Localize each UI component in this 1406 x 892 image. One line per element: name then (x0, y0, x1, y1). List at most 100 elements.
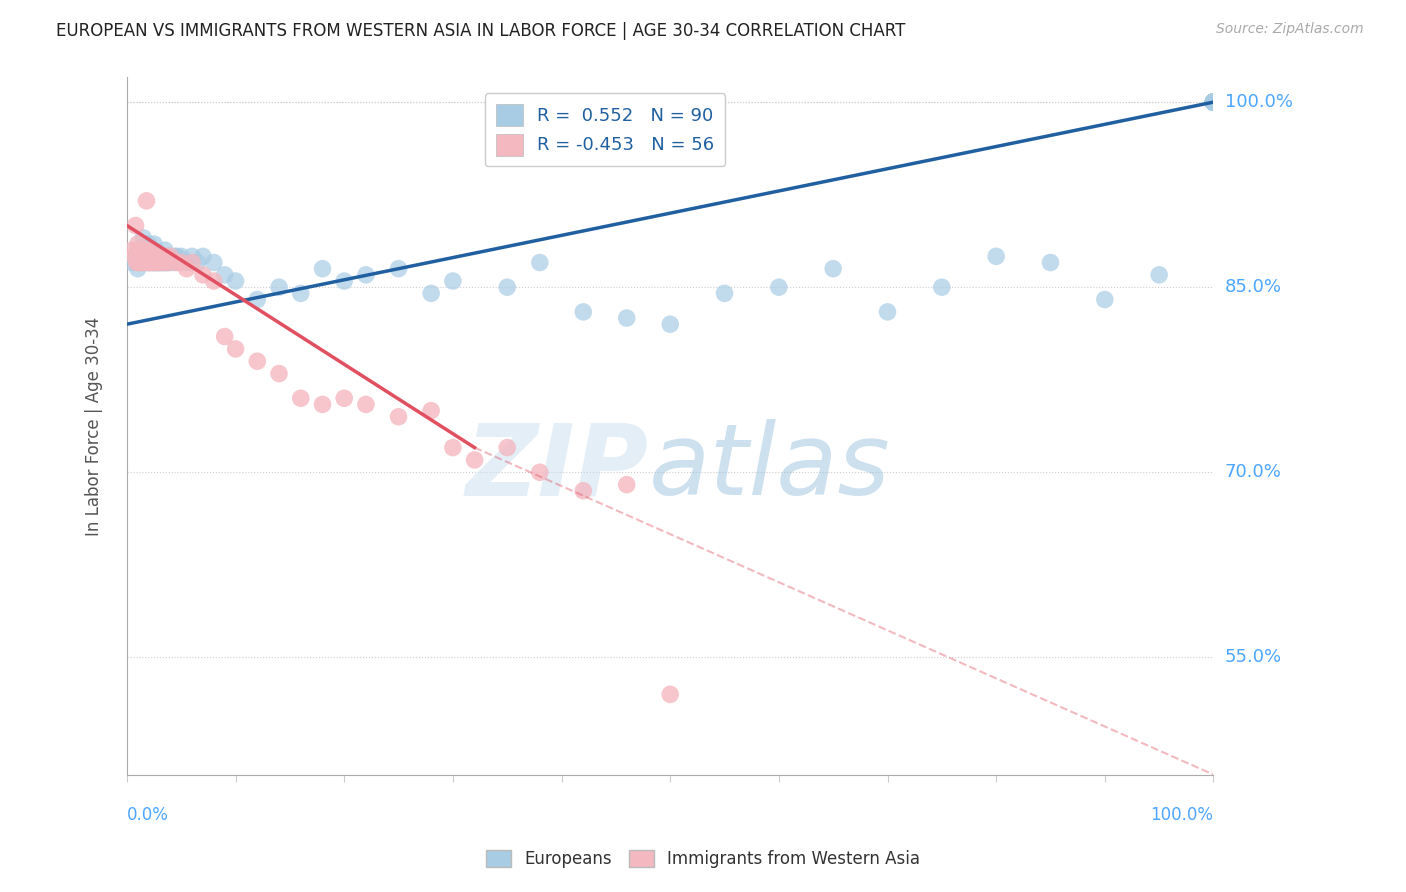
Point (1202, 95, 1225, 109)
Point (1202, 95, 1225, 109)
Point (616, 477, 638, 491)
Point (138, 237, 160, 252)
Point (420, 286, 443, 301)
Point (1202, 95, 1225, 109)
Point (121, 243, 143, 257)
Point (572, 305, 595, 319)
Point (143, 249, 166, 263)
Point (1202, 95, 1225, 109)
Point (145, 249, 167, 263)
Point (1202, 95, 1225, 109)
Point (713, 286, 735, 301)
Point (876, 305, 898, 319)
Point (157, 255, 180, 269)
Point (464, 453, 486, 467)
Point (129, 243, 152, 257)
Point (166, 249, 188, 263)
Point (1202, 95, 1225, 109)
Point (135, 249, 157, 263)
Point (155, 255, 177, 269)
Text: Source: ZipAtlas.com: Source: ZipAtlas.com (1216, 22, 1364, 37)
Point (176, 261, 198, 276)
Point (176, 255, 198, 269)
Point (138, 249, 160, 263)
Text: 70.0%: 70.0% (1225, 463, 1281, 482)
Point (1202, 95, 1225, 109)
Point (186, 255, 208, 269)
Point (162, 255, 184, 269)
Point (129, 255, 152, 269)
Point (170, 255, 193, 269)
Point (246, 354, 269, 368)
Point (159, 249, 181, 263)
Point (1039, 255, 1062, 269)
Text: 55.0%: 55.0% (1225, 648, 1282, 666)
Point (132, 249, 155, 263)
Point (1202, 95, 1225, 109)
Point (290, 391, 312, 405)
Point (132, 249, 155, 263)
Point (129, 255, 152, 269)
Point (1202, 95, 1225, 109)
Point (246, 293, 269, 307)
Point (496, 280, 519, 294)
Point (529, 465, 551, 479)
Point (225, 342, 247, 356)
Point (142, 249, 165, 263)
Point (125, 255, 148, 269)
Point (143, 255, 166, 269)
Text: 100.0%: 100.0% (1150, 806, 1213, 824)
Point (931, 280, 953, 294)
Point (267, 367, 290, 381)
Point (311, 397, 333, 411)
Point (529, 255, 551, 269)
Point (202, 274, 225, 288)
Point (163, 249, 186, 263)
Point (1202, 95, 1225, 109)
Point (1202, 95, 1225, 109)
Point (141, 255, 163, 269)
Point (1202, 95, 1225, 109)
Point (387, 409, 409, 424)
Point (124, 219, 146, 233)
Point (134, 249, 156, 263)
Point (153, 255, 176, 269)
Point (1094, 293, 1116, 307)
Point (986, 249, 1008, 263)
Point (290, 286, 312, 301)
Point (167, 255, 190, 269)
Point (148, 255, 170, 269)
Point (138, 255, 160, 269)
Point (311, 261, 333, 276)
Y-axis label: In Labor Force | Age 30-34: In Labor Force | Age 30-34 (86, 317, 103, 535)
Point (129, 249, 152, 263)
Point (616, 311, 638, 326)
Point (1202, 95, 1225, 109)
Point (1202, 95, 1225, 109)
Point (146, 249, 169, 263)
Point (139, 249, 162, 263)
Legend: R =  0.552   N = 90, R = -0.453   N = 56: R = 0.552 N = 90, R = -0.453 N = 56 (485, 94, 725, 167)
Point (267, 280, 290, 294)
Point (135, 194, 157, 208)
Point (152, 249, 174, 263)
Point (121, 255, 143, 269)
Point (1202, 95, 1225, 109)
Point (155, 249, 177, 263)
Point (1202, 95, 1225, 109)
Point (127, 237, 149, 252)
Point (138, 249, 160, 263)
Text: 0.0%: 0.0% (127, 806, 169, 824)
Point (136, 243, 159, 257)
Point (136, 255, 159, 269)
Point (124, 249, 146, 263)
Point (131, 249, 153, 263)
Point (441, 441, 464, 455)
Point (149, 249, 172, 263)
Point (153, 255, 176, 269)
Point (170, 249, 193, 263)
Point (225, 274, 247, 288)
Text: 100.0%: 100.0% (1225, 93, 1292, 112)
Point (1147, 268, 1170, 282)
Point (132, 231, 155, 245)
